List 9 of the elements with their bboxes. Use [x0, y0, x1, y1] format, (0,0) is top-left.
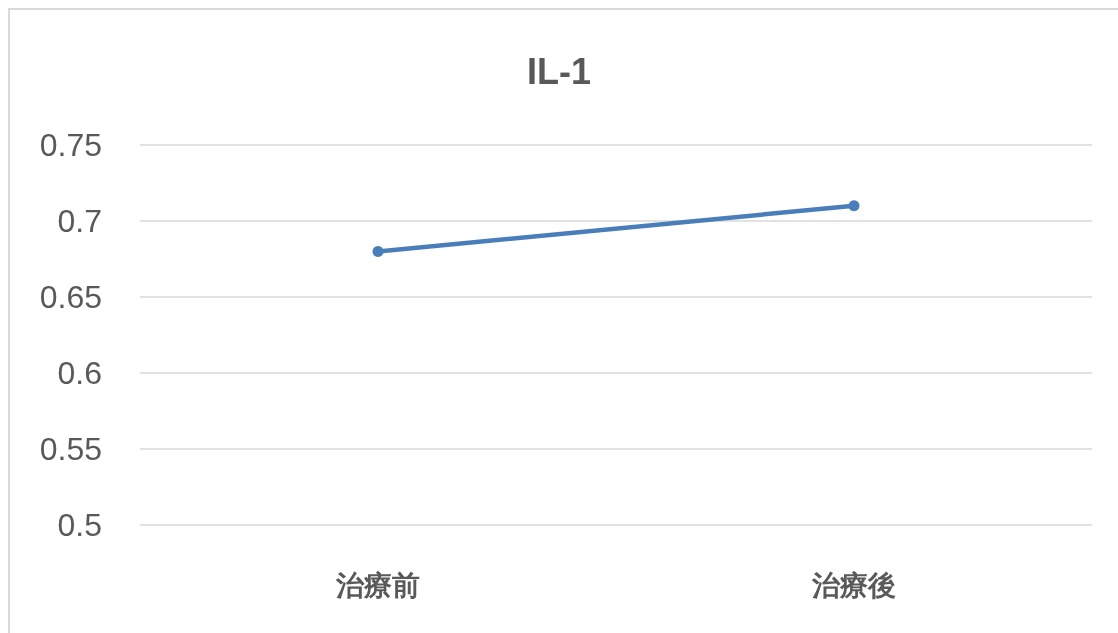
y-tick-label: 0.55	[39, 431, 102, 467]
y-tick-label: 0.65	[39, 279, 102, 315]
y-tick-label: 0.75	[39, 127, 102, 163]
chart-title: IL-1	[526, 50, 592, 92]
x-tick-label: 治療前	[335, 568, 420, 602]
y-tick-label: 0.6	[57, 355, 102, 391]
y-tick-label: 0.5	[57, 507, 102, 543]
y-tick-label: 0.7	[57, 203, 102, 239]
x-tick-label: 治療後	[811, 568, 896, 602]
